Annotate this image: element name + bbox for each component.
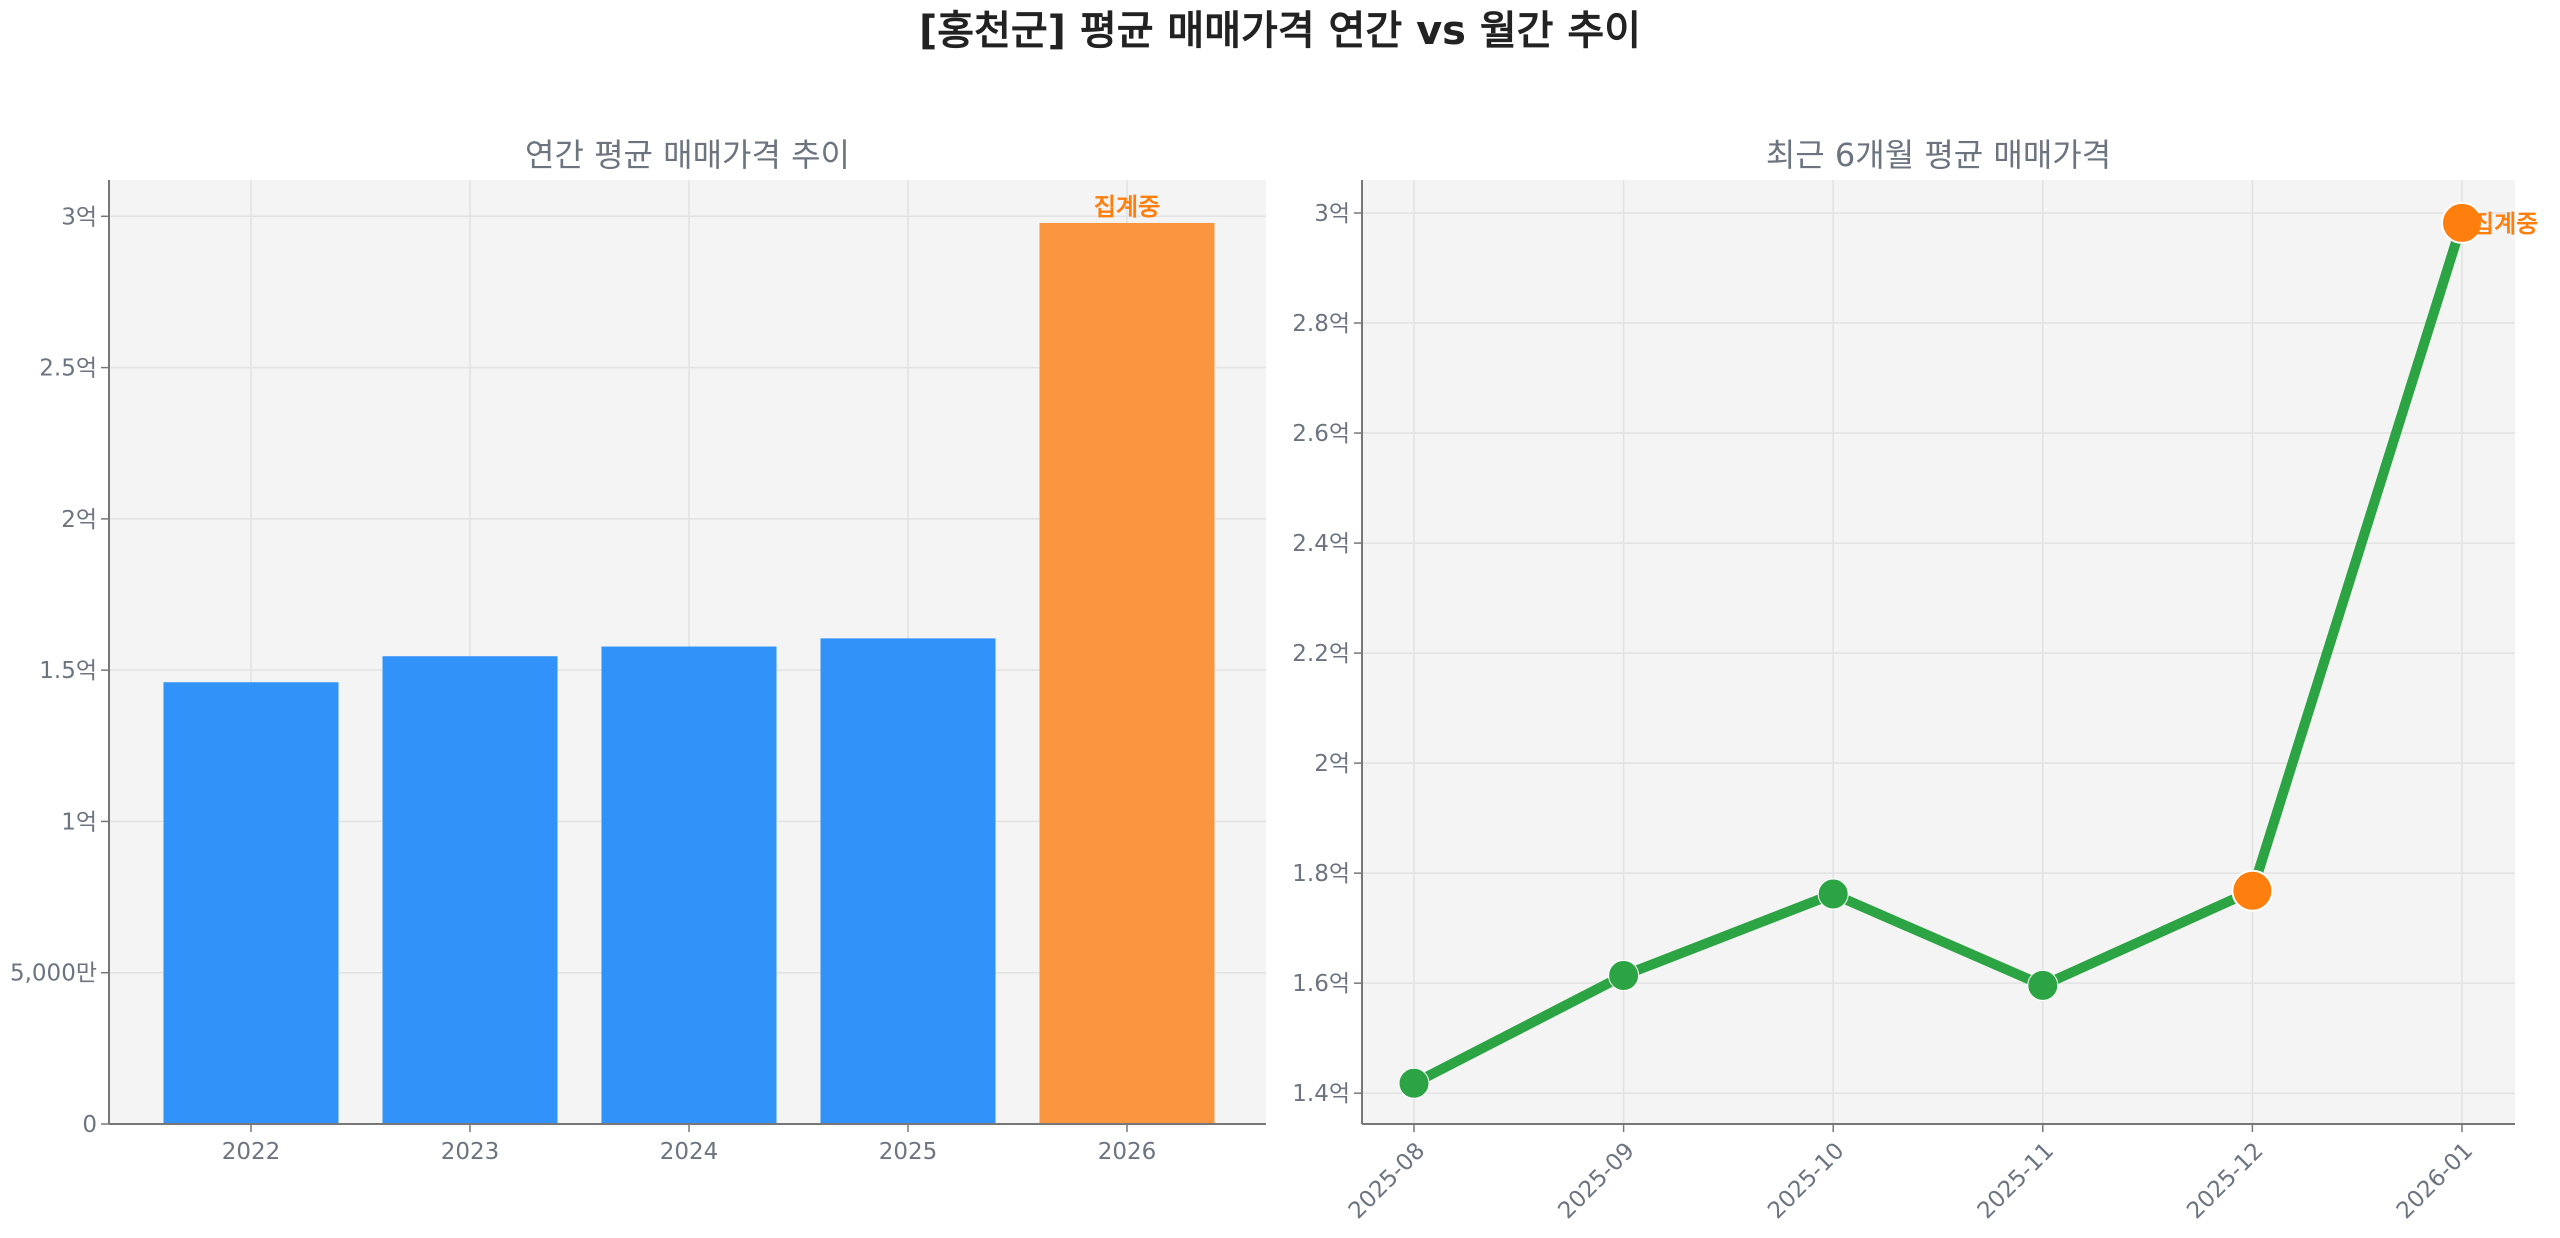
y-tick-label: 2.8억: [1292, 311, 1350, 337]
bar-2026: [1039, 222, 1215, 1124]
y-tick-label: 5,000만: [10, 961, 97, 987]
x-tick-label: 2022: [222, 1139, 281, 1165]
x-tick-label: 2025: [879, 1139, 938, 1165]
x-tick-label: 2023: [441, 1139, 500, 1165]
x-tick-label: 2025-09: [1553, 1138, 1639, 1224]
data-point-2025-10: [1817, 878, 1849, 910]
y-tick-label: 2.4억: [1292, 531, 1350, 557]
x-tick-label: 2025-11: [1973, 1138, 2059, 1224]
series-line: [1411, 221, 2467, 1088]
annual-bar-chart: 연간 평균 매매가격 추이 0 5,000만 1억 1.5억 2억 2.5억 3억 2022 20…: [10, 136, 1266, 1165]
data-point-2025-08: [1398, 1067, 1430, 1099]
x-tick-label: 2024: [660, 1139, 719, 1165]
x-tick-label: 2025-10: [1763, 1138, 1849, 1224]
data-point-2026-01: [2441, 201, 2483, 244]
partial-annotation: 집계중: [2472, 210, 2538, 238]
partial-annotation: 집계중: [1094, 193, 1160, 221]
y-tick-label: 1.4억: [1292, 1081, 1350, 1107]
bar-2022: [163, 682, 339, 1124]
y-tick-label: 1.8억: [1292, 861, 1350, 887]
data-point-2025-11: [2027, 969, 2059, 1001]
monthly-line-chart: 최근 6개월 평균 매매가격 1.4억 1.6억 1.8억 2억 2.2억 2.4억 2.6억…: [1292, 136, 2538, 1224]
x-tick-label: 2026: [1098, 1139, 1157, 1165]
bar-2024: [601, 646, 777, 1124]
data-point-2025-12: [2231, 869, 2274, 912]
y-tick-label: 1.5억: [39, 658, 97, 684]
bar-2023: [382, 656, 558, 1124]
data-point-2025-09: [1608, 959, 1640, 991]
y-tick-label: 2억: [1314, 751, 1350, 777]
y-tick-label: 3억: [1314, 201, 1350, 227]
figure-title: [홍천군] 평균 매매가격 연간 vs 월간 추이: [919, 8, 1641, 54]
x-tick-label: 2026-01: [2392, 1138, 2478, 1224]
chart-title: 연간 평균 매매가격 추이: [525, 136, 850, 174]
y-tick-label: 1억: [61, 809, 97, 835]
plot-area: [1362, 180, 2515, 1124]
y-tick-label: 2.5억: [39, 356, 97, 382]
y-tick-label: 1.6억: [1292, 971, 1350, 997]
bar-2025: [820, 638, 996, 1124]
x-tick-label: 2025-12: [2182, 1138, 2268, 1224]
y-tick-label: 0: [82, 1112, 97, 1138]
y-tick-label: 2억: [61, 507, 97, 533]
x-tick-label: 2025-08: [1344, 1138, 1430, 1224]
chart-title: 최근 6개월 평균 매매가격: [1766, 136, 2111, 174]
y-tick-label: 2.2억: [1292, 641, 1350, 667]
y-tick-label: 3억: [61, 204, 97, 230]
y-tick-label: 2.6억: [1292, 421, 1350, 447]
